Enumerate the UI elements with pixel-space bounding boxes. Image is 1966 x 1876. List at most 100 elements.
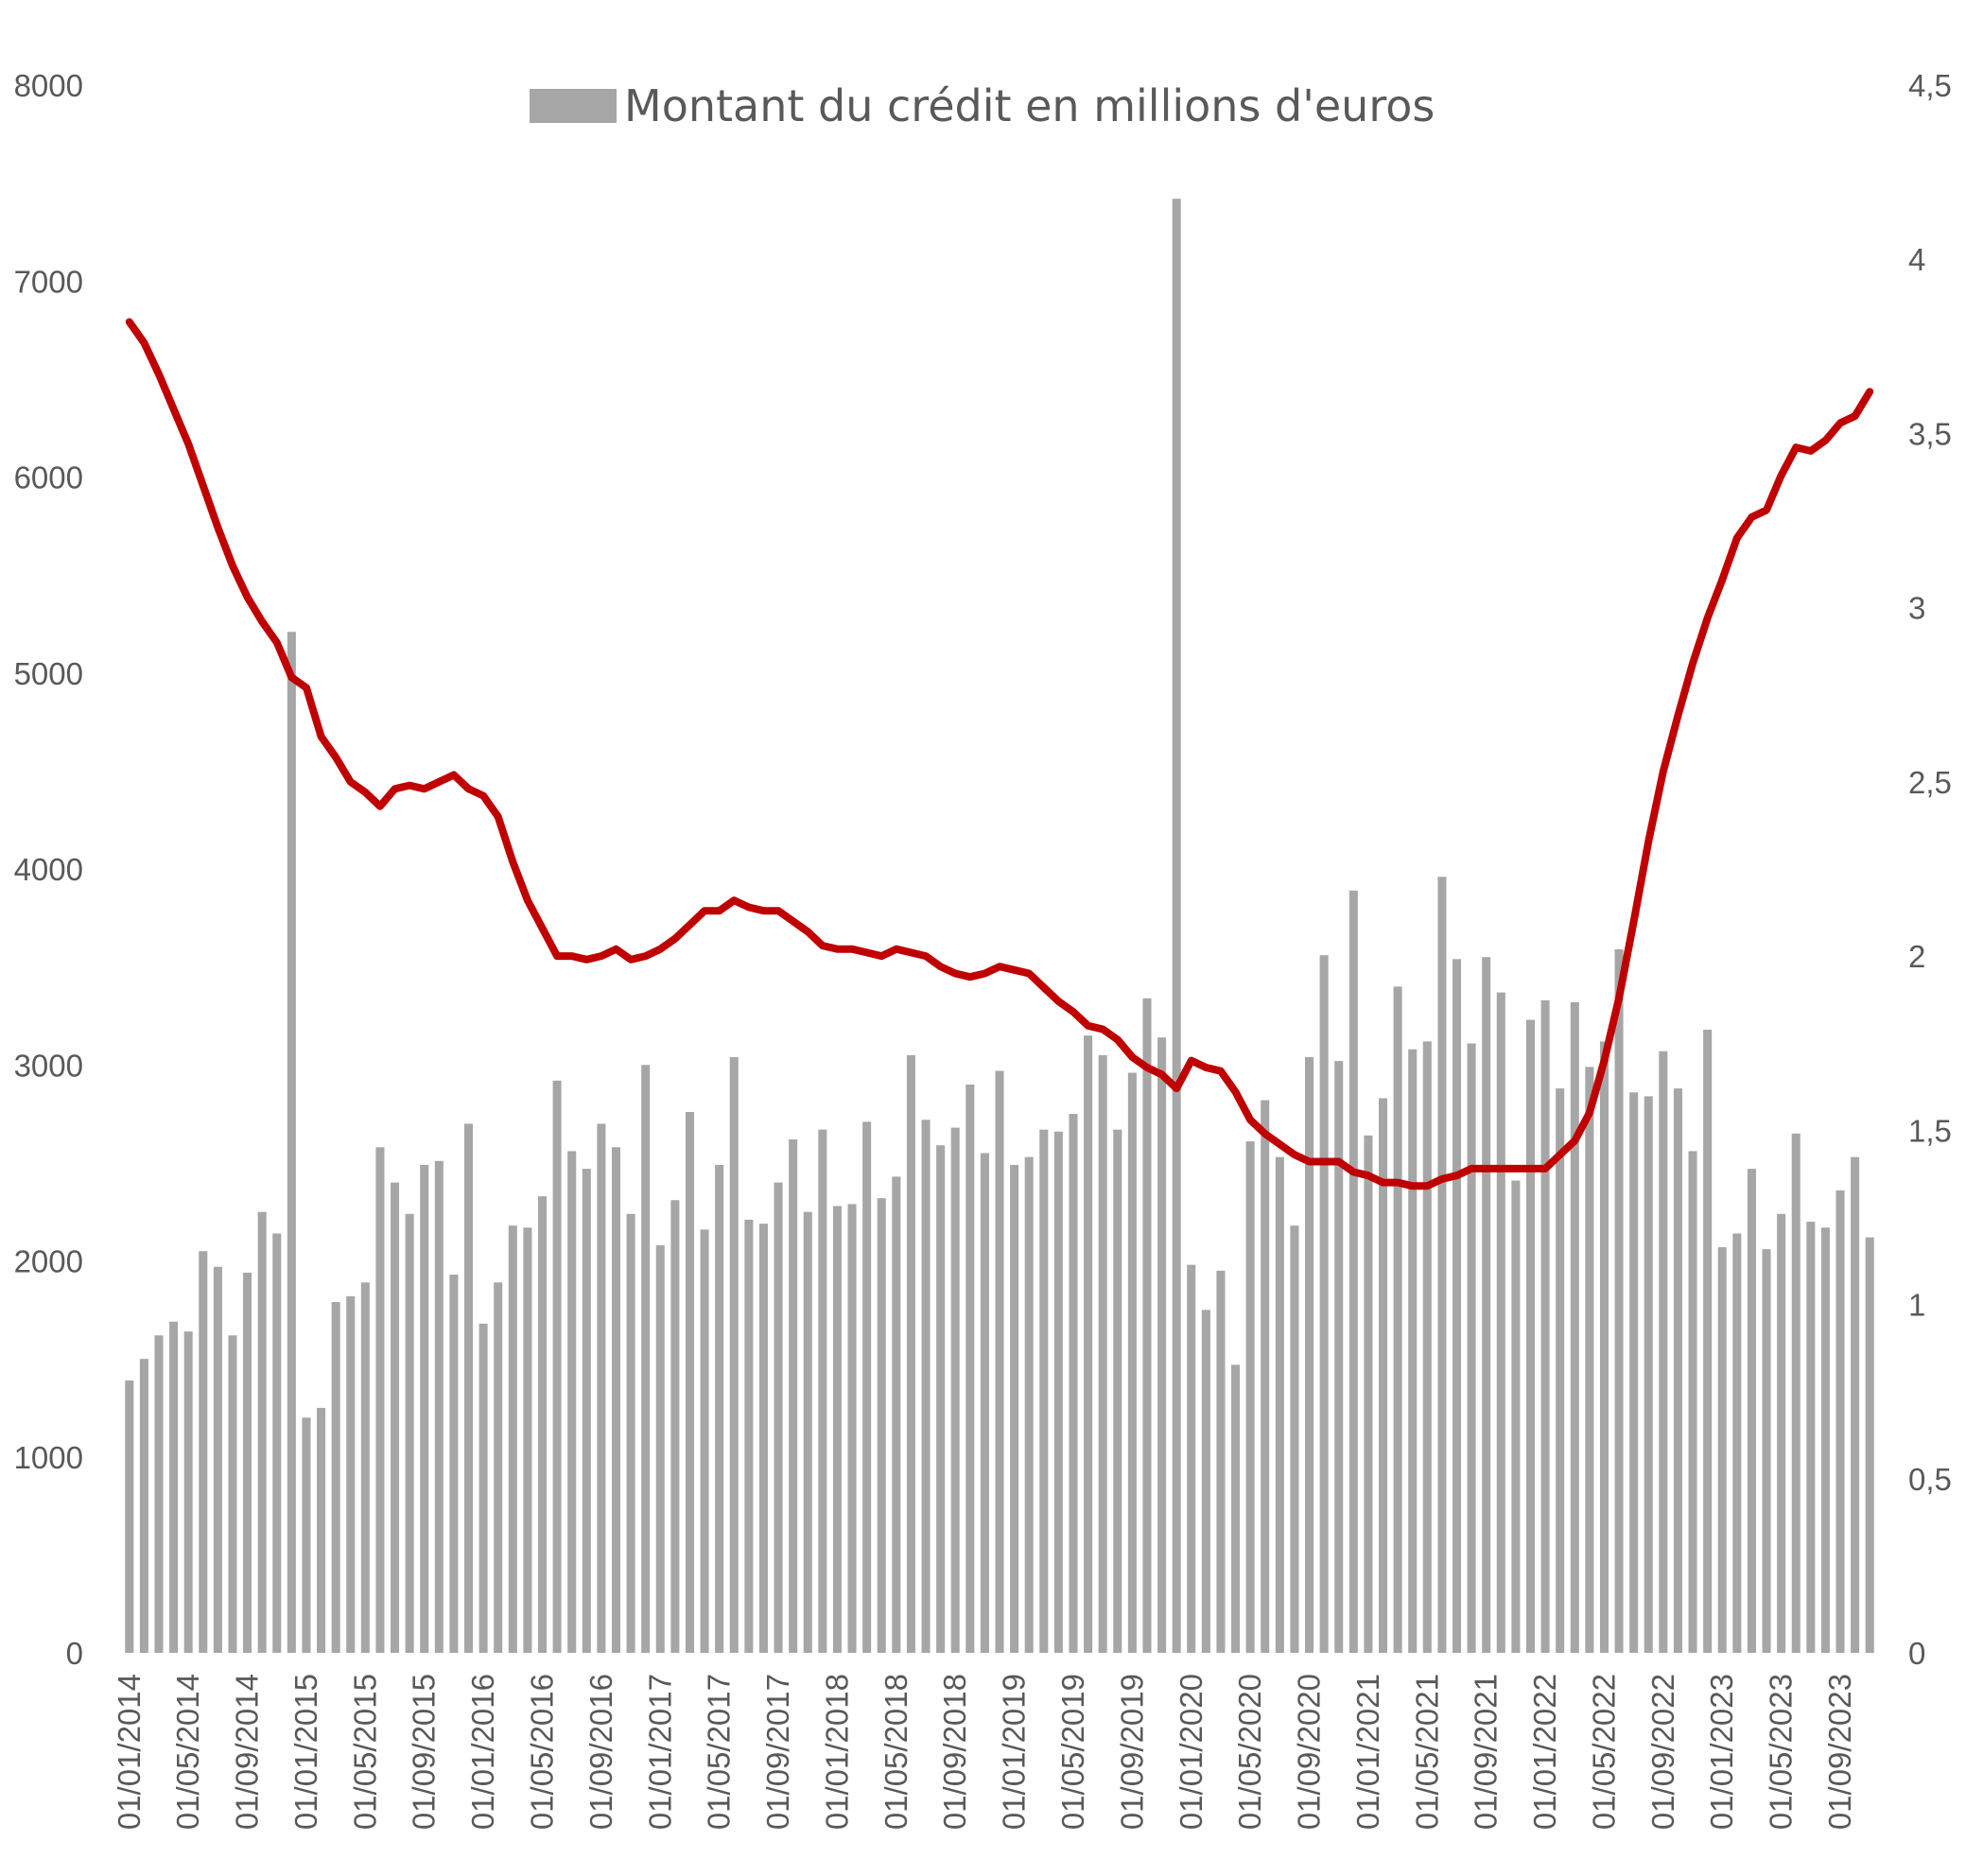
bar [1496, 992, 1505, 1653]
y-right-tick-label: 4 [1908, 242, 1925, 277]
bar [1703, 1029, 1713, 1653]
x-tick-label: 01/01/2015 [288, 1674, 323, 1830]
x-tick-label: 01/09/2016 [583, 1674, 618, 1830]
bar [125, 1380, 134, 1653]
bar [1762, 1249, 1771, 1653]
bar [1673, 1088, 1682, 1653]
bar [346, 1295, 356, 1653]
bar [1599, 1041, 1609, 1653]
bar [463, 1123, 474, 1653]
bar [1261, 1100, 1270, 1653]
x-tick-label: 01/01/2019 [997, 1674, 1032, 1830]
bar [1659, 1051, 1668, 1653]
bar [1201, 1310, 1210, 1653]
bar [1069, 1114, 1078, 1653]
bar [213, 1266, 222, 1653]
y-right-tick-label: 1 [1908, 1288, 1925, 1323]
bar [1585, 1067, 1594, 1653]
bar [1231, 1364, 1241, 1653]
bar [1319, 955, 1329, 1653]
x-tick-label: 01/05/2014 [170, 1674, 205, 1830]
bar [1614, 948, 1624, 1653]
bar [1245, 1141, 1255, 1653]
bar [1305, 1056, 1314, 1653]
x-tick-label: 01/01/2016 [465, 1674, 500, 1830]
bar [1039, 1129, 1049, 1653]
bar [1482, 957, 1491, 1653]
x-tick-label: 01/01/2021 [1350, 1674, 1385, 1830]
bar [892, 1176, 901, 1653]
bar [537, 1196, 548, 1653]
y-right-tick-label: 1,5 [1908, 1113, 1952, 1148]
bar [317, 1407, 326, 1653]
bar [552, 1080, 562, 1653]
bar [1570, 1001, 1579, 1653]
x-tick-label: 01/05/2017 [702, 1674, 737, 1830]
bar [1142, 998, 1152, 1653]
bar [597, 1123, 606, 1653]
bar [744, 1219, 754, 1653]
bar [715, 1164, 724, 1653]
x-tick-label: 01/05/2022 [1586, 1674, 1621, 1830]
bar [1393, 986, 1402, 1653]
y-axis-left: 0 1000 2000 3000 4000 5000 6000 7000 8000 [14, 68, 83, 1671]
bar [950, 1127, 960, 1653]
x-tick-label: 01/01/2022 [1527, 1674, 1562, 1830]
bar [626, 1213, 635, 1653]
bar [478, 1323, 488, 1653]
bar [302, 1417, 311, 1653]
legend-label: Montant du crédit en millions d'euros [624, 80, 1435, 131]
legend-bar-swatch [530, 89, 617, 123]
bar [670, 1200, 680, 1653]
bar [582, 1169, 591, 1653]
bar [1378, 1098, 1388, 1653]
bar [1732, 1233, 1742, 1653]
bar [921, 1120, 931, 1653]
bar [1556, 1088, 1565, 1653]
bar-series [125, 199, 1874, 1654]
bar [154, 1335, 164, 1653]
x-tick-label: 01/01/2020 [1174, 1674, 1209, 1830]
bar [1157, 1037, 1167, 1653]
bar [1098, 1054, 1107, 1653]
bar [183, 1331, 193, 1653]
x-tick-label: 01/09/2019 [1114, 1674, 1149, 1830]
bar [700, 1229, 709, 1653]
x-tick-label: 01/05/2016 [525, 1674, 560, 1830]
y-left-tick-label: 4000 [14, 852, 83, 887]
bar [1275, 1156, 1284, 1653]
y-left-tick-label: 3000 [14, 1048, 83, 1083]
x-tick-label: 01/09/2017 [760, 1674, 795, 1830]
bar [789, 1139, 798, 1653]
bar [228, 1335, 237, 1653]
x-tick-label: 01/05/2015 [347, 1674, 382, 1830]
bar [257, 1211, 267, 1653]
bar [1865, 1237, 1874, 1653]
bar [1688, 1151, 1697, 1653]
bar [774, 1182, 783, 1653]
bar [1437, 877, 1447, 1653]
bar [1348, 890, 1358, 1653]
x-tick-label: 01/09/2020 [1292, 1674, 1327, 1830]
x-tick-label: 01/09/2014 [230, 1674, 265, 1830]
bar [375, 1147, 385, 1653]
x-tick-label: 01/09/2021 [1469, 1674, 1504, 1830]
bar [1216, 1270, 1226, 1653]
bar [1113, 1129, 1122, 1653]
bar [611, 1147, 621, 1653]
bar [1187, 1264, 1196, 1653]
bar [199, 1251, 208, 1653]
bar [685, 1111, 694, 1653]
bar [1644, 1096, 1653, 1653]
x-tick-label: 01/05/2020 [1232, 1674, 1267, 1830]
bar [877, 1198, 886, 1653]
x-tick-label: 01/01/2014 [112, 1674, 147, 1830]
bar [1540, 999, 1550, 1653]
bar [1511, 1180, 1521, 1653]
bar [1525, 1019, 1536, 1653]
bar [995, 1070, 1004, 1653]
y-left-tick-label: 2000 [14, 1244, 83, 1279]
bar [494, 1282, 503, 1653]
bar [1053, 1131, 1063, 1653]
